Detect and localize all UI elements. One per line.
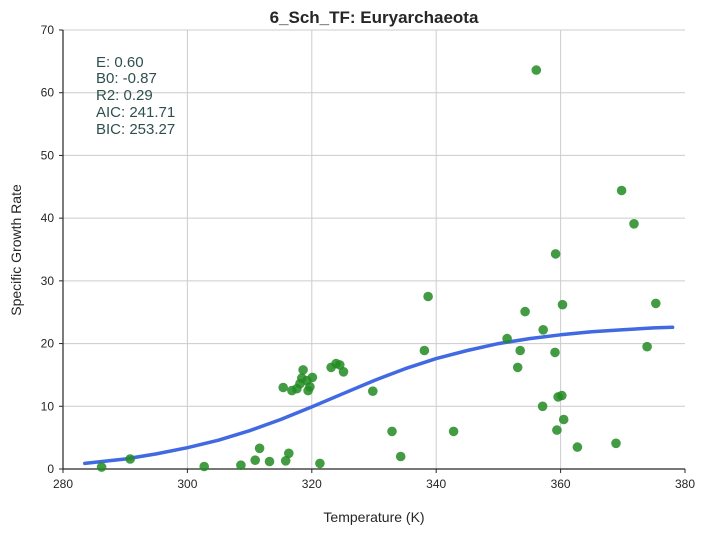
data-point [307,372,318,383]
data-point [512,362,523,373]
data-point [515,345,525,356]
data-point [96,462,107,472]
data-point [419,345,430,356]
data-point [448,426,459,437]
data-point [538,325,548,335]
data-point [552,425,562,435]
fit-curve-layer [83,325,675,466]
y-tick-label: 60 [41,86,55,100]
stat-r2: R2: 0.29 [96,87,153,104]
data-point [520,306,530,317]
data-point [305,382,315,392]
data-point [423,291,433,302]
data-points [96,65,661,472]
y-tick-label: 70 [41,23,55,37]
data-point [616,185,627,196]
stat-e: E: 0.60 [96,54,144,71]
axes [59,29,686,473]
data-point [284,448,294,459]
data-point [537,401,548,412]
y-tick-label: 50 [41,148,55,162]
data-point [642,341,652,352]
data-point [250,455,260,466]
data-point [298,365,308,375]
fit-statistics: E: 0.60 B0: -0.87 R2: 0.29 AIC: 241.71 B… [96,54,175,138]
tick-labels: 280 300 320 340 360 380 0 10 20 30 40 50 60 70 [41,23,696,491]
grid-lines [63,29,685,469]
data-point [611,438,621,449]
y-tick-label: 30 [41,274,55,288]
data-point [550,347,560,358]
chart-title: 6_Sch_TF: Euryarchaeota [270,8,479,27]
x-tick-label: 380 [675,477,695,491]
stat-b0: B0: -0.87 [96,70,157,87]
data-point [557,299,568,310]
x-tick-label: 320 [302,477,322,491]
data-point [502,333,512,344]
data-point [280,456,291,466]
y-tick-label: 10 [41,399,55,413]
data-point [550,249,561,259]
data-point [395,451,406,462]
data-point [199,461,209,472]
data-point [572,442,583,452]
data-point [264,456,275,467]
fit-curve [83,325,675,466]
data-point [278,382,289,393]
data-point [315,458,325,469]
data-point [629,219,639,229]
data-point [557,390,567,401]
x-tick-label: 300 [177,477,197,491]
data-point [254,443,265,454]
data-point [338,367,349,377]
stat-aic: AIC: 241.71 [96,104,175,121]
y-axis-label: Specific Growth Rate [8,184,24,316]
data-point [125,454,135,464]
data-point [558,414,569,425]
data-point [368,386,378,397]
y-tick-label: 40 [41,211,55,225]
x-tick-label: 340 [426,477,446,491]
x-tick-label: 360 [551,477,571,491]
x-axis-label: Temperature (K) [323,509,424,525]
stat-bic: BIC: 253.27 [96,121,175,138]
x-tick-label: 280 [53,477,73,491]
y-tick-label: 20 [41,337,55,351]
y-tick-label: 0 [47,462,54,476]
data-point [387,426,397,437]
data-point [236,460,246,471]
data-point [651,298,661,309]
data-point [531,65,542,75]
